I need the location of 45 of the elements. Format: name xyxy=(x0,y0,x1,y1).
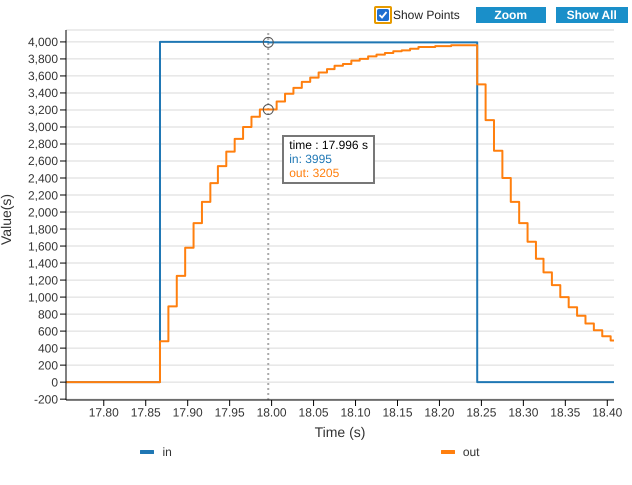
y-axis-title: Value(s) xyxy=(0,194,14,245)
y-tick-label: 1,000 xyxy=(28,290,58,304)
y-tick-label: 4,000 xyxy=(28,35,58,50)
button: Show All xyxy=(556,7,628,23)
y-tick-label: 2,600 xyxy=(28,154,58,168)
annotation: out: 3205 xyxy=(289,166,340,180)
y-tick-label: 600 xyxy=(38,324,58,338)
y-tick-label: 1,800 xyxy=(28,222,58,236)
x-tick-label: 18.15 xyxy=(382,406,413,420)
x-tick-label: 18.25 xyxy=(466,406,497,420)
y-tick-label: 2,800 xyxy=(28,137,58,152)
y-tick-label: 400 xyxy=(38,341,58,356)
x-tick-label: 17.90 xyxy=(172,406,204,420)
x-tick-label: 18.35 xyxy=(550,406,581,420)
y-tick-label: 2,000 xyxy=(28,205,58,220)
y-tick-label: 1,600 xyxy=(28,239,58,254)
x-tick-label: 18.30 xyxy=(508,406,539,420)
y-tick-label: -200 xyxy=(34,392,58,406)
y-tick-label: 3,200 xyxy=(28,103,58,118)
button: Zoom xyxy=(476,7,546,23)
x-tick-label: 18.40 xyxy=(592,406,623,420)
y-tick-label: 1,200 xyxy=(28,273,58,288)
y-tick-label: 3,600 xyxy=(28,69,58,84)
text: Show Points xyxy=(393,8,460,22)
y-tick-label: 0 xyxy=(51,375,58,390)
annotation: in: 3995 xyxy=(289,152,333,166)
y-tick-label: 800 xyxy=(38,307,58,322)
legend-label: out xyxy=(462,445,480,459)
x-axis-title: Time (s) xyxy=(314,424,366,440)
x-tick-label: 18.00 xyxy=(256,406,287,420)
x-tick-label: 18.10 xyxy=(340,406,371,420)
x-tick-label: 17.85 xyxy=(130,406,162,420)
annotation: time : 17.996 s xyxy=(289,138,368,152)
legend-label: in xyxy=(161,445,172,459)
y-tick-label: 3,400 xyxy=(28,86,58,100)
y-tick-label: 1,400 xyxy=(28,256,58,270)
x-tick-label: 17.95 xyxy=(214,406,245,420)
y-tick-label: 2,400 xyxy=(28,171,58,186)
y-tick-label: 3,800 xyxy=(28,52,58,66)
y-tick-label: 2,200 xyxy=(28,188,58,202)
x-tick-label: 17.80 xyxy=(88,406,120,420)
y-tick-label: 200 xyxy=(38,358,58,372)
y-tick-label: 3,000 xyxy=(28,120,58,134)
x-tick-label: 18.05 xyxy=(298,406,329,420)
x-tick-label: 18.20 xyxy=(424,406,455,420)
